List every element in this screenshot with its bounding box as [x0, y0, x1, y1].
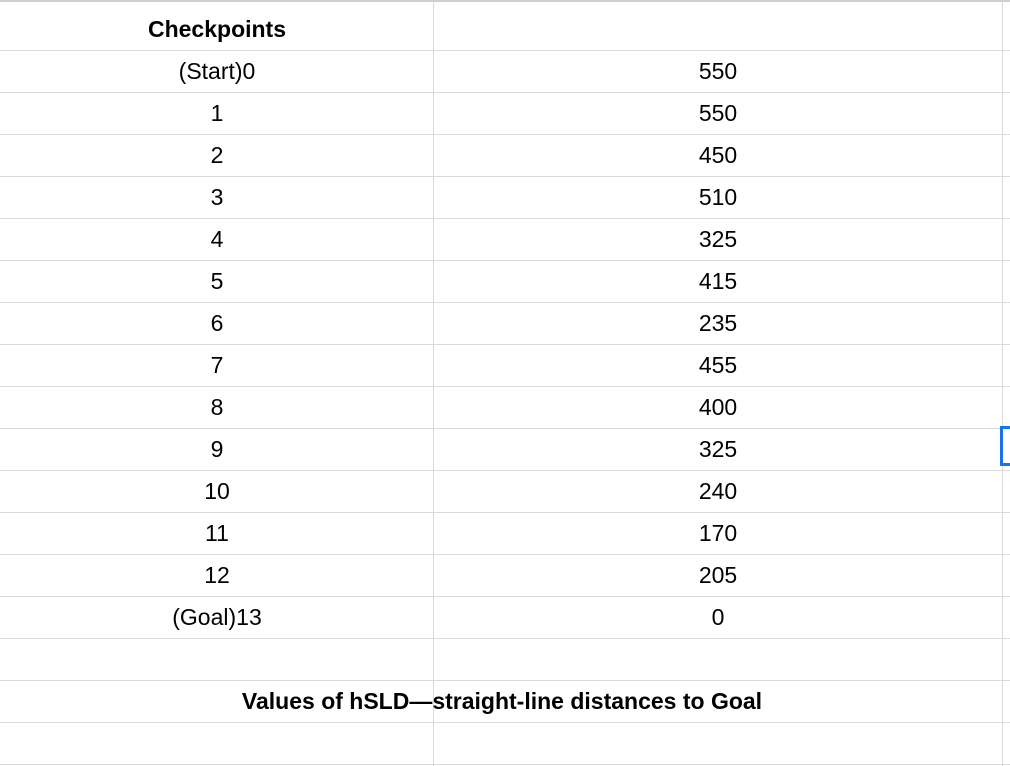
- table-row: 2 450: [0, 135, 1010, 177]
- table-row: 9 325: [0, 429, 1010, 471]
- value-cell[interactable]: 0: [711, 604, 725, 630]
- value-cell[interactable]: 170: [698, 520, 738, 546]
- table-row: 1 550: [0, 93, 1010, 135]
- table-row: 7 455: [0, 345, 1010, 387]
- table-caption[interactable]: Values of hSLD—straight-line distances t…: [241, 688, 763, 714]
- selected-cell-edge[interactable]: [1000, 426, 1010, 466]
- header-cell-checkpoints[interactable]: Checkpoints: [147, 16, 287, 42]
- empty-cell[interactable]: [0, 723, 434, 764]
- checkpoint-cell[interactable]: 4: [210, 226, 224, 252]
- value-cell[interactable]: 450: [698, 142, 738, 168]
- checkpoint-cell[interactable]: 11: [205, 520, 229, 546]
- value-cell[interactable]: 510: [698, 184, 738, 210]
- checkpoint-cell[interactable]: 12: [204, 562, 230, 588]
- value-cell[interactable]: 325: [698, 226, 738, 252]
- column-divider: [433, 2, 434, 766]
- checkpoint-cell[interactable]: 7: [210, 352, 224, 378]
- checkpoint-cell[interactable]: 6: [210, 310, 224, 336]
- empty-cell[interactable]: [434, 639, 1002, 680]
- checkpoint-cell[interactable]: 5: [210, 268, 224, 294]
- value-cell[interactable]: 400: [698, 394, 738, 420]
- checkpoint-cell[interactable]: (Goal)13: [172, 604, 262, 630]
- caption-row: Values of hSLD—straight-line distances t…: [0, 681, 1010, 723]
- empty-row: [0, 639, 1010, 681]
- value-cell[interactable]: 240: [698, 478, 738, 504]
- table-row: 3 510: [0, 177, 1010, 219]
- table-row: (Start)0 550: [0, 51, 1010, 93]
- header-row: Checkpoints: [0, 9, 1010, 51]
- value-cell[interactable]: 325: [698, 436, 738, 462]
- table-row: 4 325: [0, 219, 1010, 261]
- checkpoint-cell[interactable]: 8: [210, 394, 224, 420]
- checkpoint-cell[interactable]: 2: [210, 142, 224, 168]
- value-cell[interactable]: 415: [698, 268, 738, 294]
- checkpoint-cell[interactable]: 10: [204, 478, 230, 504]
- table-row: 11 170: [0, 513, 1010, 555]
- table-row: 12 205: [0, 555, 1010, 597]
- table-row: (Goal)13 0: [0, 597, 1010, 639]
- header-cell-empty[interactable]: [434, 9, 1002, 50]
- checkpoint-cell[interactable]: 3: [210, 184, 224, 210]
- value-cell[interactable]: 455: [698, 352, 738, 378]
- value-cell[interactable]: 205: [698, 562, 738, 588]
- table-row: 8 400: [0, 387, 1010, 429]
- value-cell[interactable]: 550: [698, 58, 738, 84]
- table-row: 10 240: [0, 471, 1010, 513]
- empty-row: [0, 723, 1010, 765]
- value-cell[interactable]: 235: [698, 310, 738, 336]
- value-cell[interactable]: 550: [698, 100, 738, 126]
- empty-cell[interactable]: [434, 723, 1002, 764]
- checkpoint-cell[interactable]: 1: [210, 100, 224, 126]
- empty-cell[interactable]: [0, 639, 434, 680]
- column-divider: [1002, 2, 1003, 766]
- table-row: 5 415: [0, 261, 1010, 303]
- checkpoint-cell[interactable]: (Start)0: [178, 58, 256, 84]
- table-row: 6 235: [0, 303, 1010, 345]
- checkpoint-cell[interactable]: 9: [210, 436, 224, 462]
